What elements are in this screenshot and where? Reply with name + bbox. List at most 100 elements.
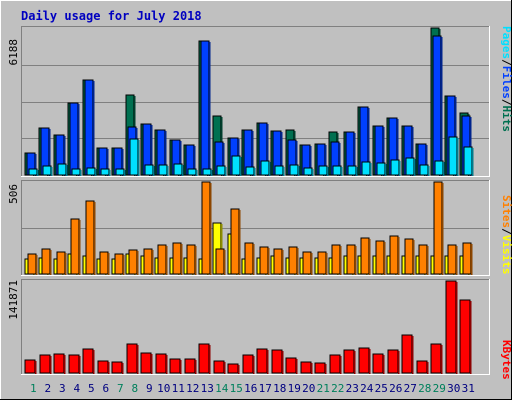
bar-shadow — [412, 336, 414, 374]
legend-entry: KBytes — [500, 340, 512, 380]
bar-body — [114, 253, 124, 275]
bar-shadow — [428, 166, 430, 176]
bar-shadow — [414, 159, 416, 176]
bar-shadow — [427, 246, 429, 275]
bar-body — [317, 251, 327, 275]
bar-shadow — [443, 162, 445, 176]
bar-shadow — [399, 161, 401, 176]
bar-kbytes-day-23 — [343, 349, 356, 374]
bar-sites-day-23 — [346, 244, 357, 275]
y-axis-max-label: 141871 — [7, 280, 20, 320]
bar-body — [53, 353, 65, 374]
bar-shadow — [93, 81, 95, 176]
bar-sites-day-25 — [375, 240, 386, 275]
bar-shadow — [138, 140, 140, 176]
bar-body — [463, 146, 473, 176]
bar-body — [314, 362, 326, 374]
x-tick-label-day-29: 29 — [433, 382, 446, 395]
bar-shadow — [325, 145, 327, 176]
bar-sites-day-18 — [273, 248, 284, 275]
bar-pages-day-21 — [318, 165, 329, 176]
bar-shadow — [383, 127, 385, 176]
bar-shadow — [95, 169, 97, 176]
chart-title: Daily usage for July 2018 — [21, 9, 202, 23]
bar-kbytes-day-8 — [126, 343, 139, 374]
bar-kbytes-day-25 — [372, 353, 385, 374]
bar-sites-day-5 — [85, 200, 96, 275]
bar-kbytes-day-4 — [68, 354, 81, 374]
bar-body — [68, 354, 80, 374]
bar-shadow — [442, 183, 444, 275]
legend-entry: Hits — [500, 106, 512, 133]
bar-shadow — [94, 202, 96, 275]
bar-body — [227, 363, 239, 374]
bar-shadow — [36, 255, 38, 275]
x-tick-label-day-9: 9 — [146, 382, 153, 395]
bar-body — [256, 348, 268, 374]
bar-sites-day-20 — [302, 251, 313, 275]
legend-entry: / — [500, 99, 512, 106]
bar-shadow — [64, 136, 66, 176]
bar-shadow — [413, 240, 415, 275]
bar-sites-day-9 — [143, 248, 154, 275]
bar-shadow — [37, 170, 39, 176]
bar-body — [273, 248, 283, 275]
bar-body — [230, 208, 240, 275]
bar-shadow — [340, 356, 342, 374]
bar-body — [332, 165, 342, 176]
bar-body — [445, 280, 457, 374]
bar-shadow — [180, 141, 182, 176]
x-tick-label-day-28: 28 — [418, 382, 431, 395]
bar-body — [201, 181, 211, 275]
bar-sites-day-3 — [56, 251, 67, 275]
bar-body — [343, 349, 355, 374]
x-tick-label-day-22: 22 — [331, 382, 344, 395]
bar-kbytes-day-6 — [97, 360, 110, 374]
bar-shadow — [180, 360, 182, 374]
bar-kbytes-day-30 — [445, 280, 458, 374]
bar-kbytes-day-22 — [329, 354, 342, 374]
bar-shadow — [326, 253, 328, 275]
bar-body — [434, 160, 444, 176]
bar-body — [244, 242, 254, 275]
bar-sites-day-17 — [259, 246, 270, 275]
x-tick-label-day-10: 10 — [157, 382, 170, 395]
bar-shadow — [223, 143, 225, 176]
bar-shadow — [325, 364, 327, 374]
bar-body — [100, 168, 110, 176]
bar-pages-day-7 — [115, 168, 126, 176]
bar-shadow — [283, 167, 285, 176]
bar-body — [389, 235, 399, 275]
bar-pages-day-5 — [86, 167, 97, 176]
bar-shadow — [239, 210, 241, 275]
bar-shadow — [151, 354, 153, 374]
bar-body — [401, 334, 413, 374]
bar-body — [140, 352, 152, 374]
x-tick-label-day-25: 25 — [375, 382, 388, 395]
bar-shadow — [123, 255, 125, 275]
x-tick-label-day-12: 12 — [186, 382, 199, 395]
bar-body — [289, 164, 299, 176]
bar-body — [216, 165, 226, 176]
legend-entry: Files — [500, 66, 512, 99]
bar-sites-day-31 — [462, 242, 473, 275]
bar-shadow — [167, 166, 169, 176]
bar-pages-day-30 — [448, 136, 459, 176]
bar-sites-day-16 — [244, 242, 255, 275]
x-tick-label-day-31: 31 — [462, 382, 475, 395]
bar-sites-day-13 — [201, 181, 212, 275]
x-tick-label-day-15: 15 — [230, 382, 243, 395]
x-tick-label-day-19: 19 — [288, 382, 301, 395]
bar-body — [213, 360, 225, 374]
bar-shadow — [240, 157, 242, 176]
bar-shadow — [441, 37, 443, 176]
panel-middle: 506 Sites/Visits — [7, 180, 512, 276]
x-tick-label-day-4: 4 — [73, 382, 80, 395]
bar-shadow — [252, 131, 254, 176]
bar-pages-day-20 — [303, 167, 314, 176]
x-tick-label-day-18: 18 — [273, 382, 286, 395]
bar-sites-day-14 — [215, 248, 226, 275]
legend-entry: Pages — [500, 26, 512, 59]
bar-body — [260, 160, 270, 176]
